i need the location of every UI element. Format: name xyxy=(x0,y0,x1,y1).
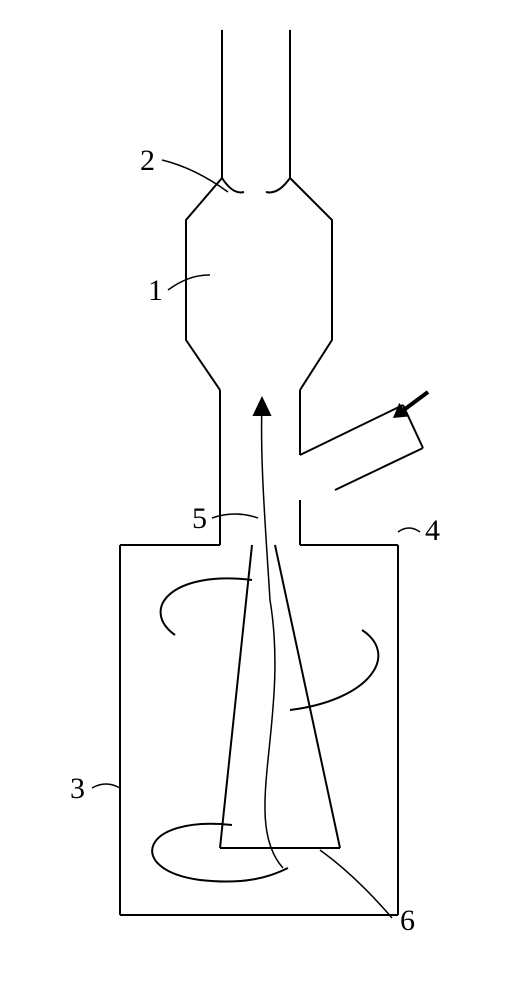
label-1: 1 xyxy=(148,274,163,307)
label-6: 6 xyxy=(400,904,415,937)
label-3: 3 xyxy=(70,772,85,805)
label-2: 2 xyxy=(140,144,155,177)
label-5: 5 xyxy=(192,502,207,535)
schematic-diagram: 1 2 3 4 5 6 xyxy=(0,0,522,1000)
label-4: 4 xyxy=(425,514,440,547)
